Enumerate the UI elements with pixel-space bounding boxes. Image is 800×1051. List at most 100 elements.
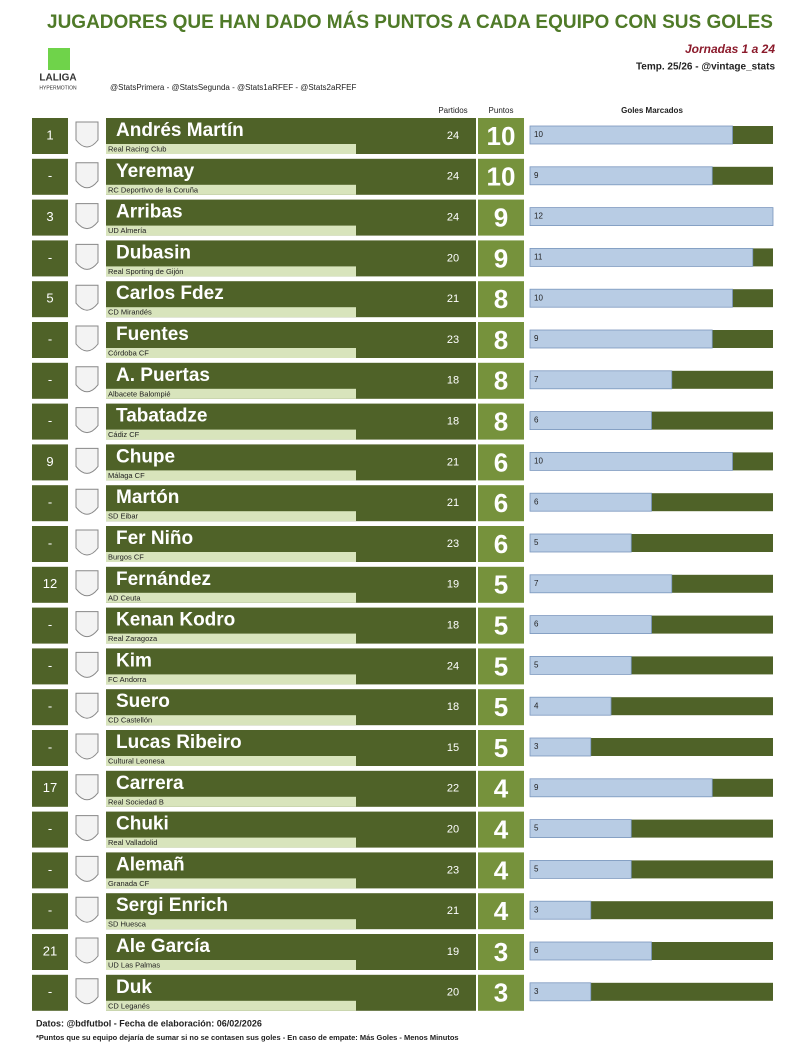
team-band	[106, 592, 356, 603]
partidos: 18	[447, 701, 459, 713]
crest	[75, 162, 99, 189]
team-name: Real Zaragoza	[108, 634, 158, 643]
footer-source: Datos: @bdfutbol - Fecha de elaboración:…	[36, 1018, 262, 1028]
puntos: 5	[494, 570, 508, 600]
goals-label: 3	[534, 987, 539, 996]
points-box	[478, 770, 524, 807]
rank-box	[32, 240, 68, 277]
rank-box	[32, 118, 68, 154]
crest	[75, 611, 99, 638]
team-band	[106, 960, 356, 970]
goals-label: 5	[534, 865, 539, 874]
rank: -	[48, 658, 52, 673]
crest	[75, 937, 99, 964]
crest	[75, 488, 99, 515]
crest	[75, 529, 99, 556]
rank-box	[32, 730, 68, 766]
logo-text: LALIGA	[39, 73, 76, 84]
goals-bar	[529, 451, 733, 471]
puntos: 4	[494, 814, 509, 844]
crest	[75, 243, 99, 270]
points-box	[478, 730, 524, 766]
crest	[75, 570, 99, 597]
points-box	[478, 240, 524, 277]
puntos: 8	[494, 325, 508, 355]
title: JUGADORES QUE HAN DADO MÁS PUNTOS A CADA…	[47, 11, 773, 33]
crest	[75, 733, 99, 760]
crest	[75, 121, 99, 148]
player-name: Carrera	[116, 773, 184, 794]
points-box	[478, 893, 524, 930]
player-name: A. Puertas	[116, 365, 210, 386]
crest	[75, 692, 99, 719]
team-name: SD Eibar	[108, 512, 139, 521]
team-name: SD Huesca	[108, 920, 147, 929]
player-name: Kenan Kodro	[116, 610, 235, 631]
team-band	[106, 429, 356, 440]
rank-box	[32, 403, 68, 440]
team-band	[106, 633, 356, 644]
partidos: 24	[447, 171, 459, 183]
partidos: 24	[447, 130, 459, 142]
rank-box	[32, 770, 68, 807]
rank-box	[32, 526, 68, 562]
rank-box	[32, 648, 68, 685]
rank: 17	[43, 780, 57, 795]
team-name: Albacete Balompié	[108, 389, 171, 398]
rank: 12	[43, 576, 57, 591]
crest	[75, 325, 99, 352]
player-name: Fuentes	[116, 324, 189, 345]
puntos: 3	[494, 937, 508, 967]
goals-label: 5	[534, 538, 539, 547]
team-band	[106, 511, 356, 522]
rank: -	[48, 821, 52, 836]
points-box	[478, 281, 524, 318]
player-name: Kim	[116, 650, 152, 671]
rank: -	[48, 535, 52, 550]
rank: -	[48, 862, 52, 877]
puntos: 4	[494, 855, 509, 885]
goals-label: 6	[534, 620, 539, 629]
player-name: Martón	[116, 487, 179, 508]
team-band	[106, 796, 356, 807]
player-name: Sergi Enrich	[116, 895, 228, 916]
team-name: Real Sporting de Gijón	[108, 267, 183, 276]
partidos: 18	[447, 416, 459, 428]
goals-bar	[529, 941, 652, 961]
footer-note: *Puntos que su equipo dejaría de sumar s…	[36, 1033, 459, 1042]
goals-label: 12	[534, 212, 543, 221]
accounts: @StatsPrimera - @StatsSegunda - @Stats1a…	[110, 83, 356, 92]
puntos: 8	[494, 284, 508, 314]
puntos: 6	[494, 488, 508, 518]
puntos: 5	[494, 610, 508, 640]
player-name: Suero	[116, 691, 170, 712]
crest	[75, 896, 99, 923]
player-name: Yeremay	[116, 161, 195, 182]
puntos: 4	[494, 896, 509, 926]
col-header: Goles Marcados	[621, 106, 683, 115]
partidos: 23	[447, 864, 459, 876]
points-box	[478, 485, 524, 522]
points-box	[478, 199, 524, 236]
partidos: 24	[447, 660, 459, 672]
crest	[75, 651, 99, 678]
player-name: Duk	[116, 977, 152, 998]
goals-bar	[529, 819, 632, 838]
points-box	[478, 607, 524, 644]
crest	[75, 203, 99, 230]
crest	[75, 366, 99, 393]
jornadas: Jornadas 1 a 24	[685, 42, 775, 56]
partidos: 19	[447, 579, 459, 591]
points-box	[478, 689, 524, 726]
goals-label: 7	[534, 375, 539, 384]
team-band	[106, 919, 356, 930]
crest	[75, 774, 99, 801]
points-box	[478, 934, 524, 970]
team-name: Real Racing Club	[108, 144, 166, 153]
goals-bar	[529, 533, 632, 553]
season: Temp. 25/26 - @vintage_stats	[636, 62, 776, 73]
points-box	[478, 322, 524, 358]
goals-bar	[529, 900, 592, 920]
goals-label: 7	[534, 579, 539, 588]
